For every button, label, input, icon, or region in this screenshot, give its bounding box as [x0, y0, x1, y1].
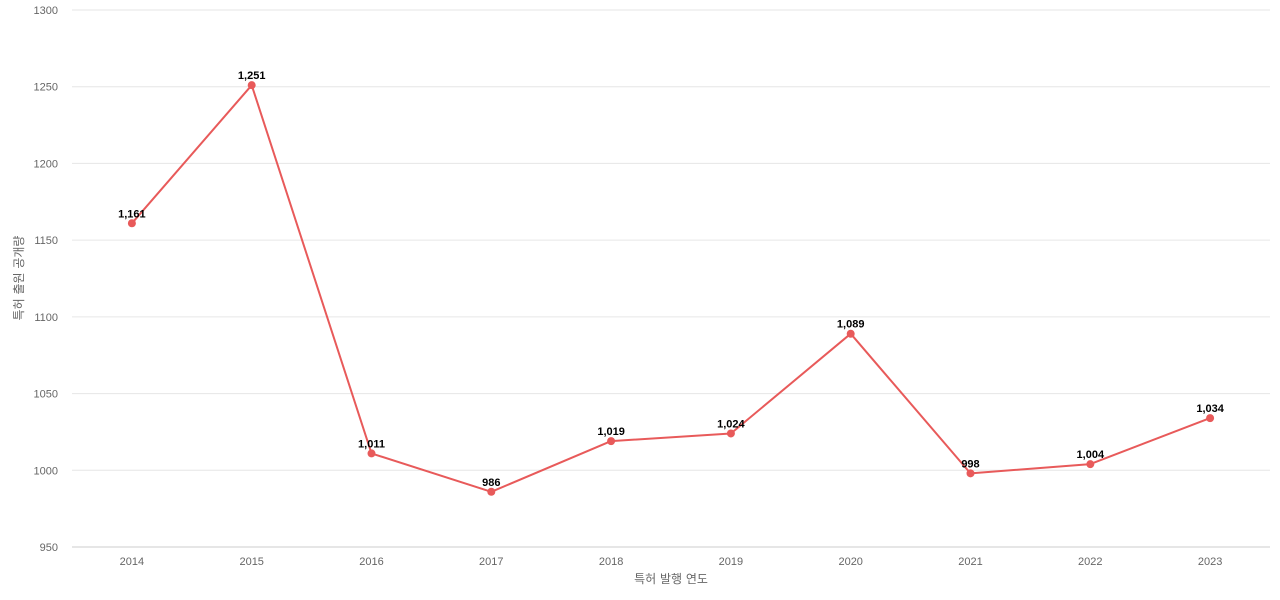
data-label: 1,251	[238, 70, 266, 82]
data-point[interactable]	[247, 81, 256, 90]
data-point[interactable]	[607, 437, 616, 446]
x-tick-label: 2017	[479, 556, 503, 568]
y-tick-label: 1050	[34, 389, 58, 401]
data-point[interactable]	[1086, 460, 1095, 469]
y-tick-label: 1300	[34, 5, 58, 17]
y-tick-label: 1250	[34, 82, 58, 94]
x-tick-label: 2019	[719, 556, 743, 568]
data-label: 1,024	[717, 418, 745, 430]
data-point[interactable]	[367, 449, 376, 458]
series-line	[131, 84, 1211, 493]
x-tick-label: 2018	[599, 556, 623, 568]
x-tick-label: 2016	[359, 556, 383, 568]
y-axis-ticks: 950 1000 1050 1100 1150 1200 1250 1300	[34, 5, 58, 554]
data-point[interactable]	[726, 429, 735, 438]
x-tick-label: 2021	[958, 556, 982, 568]
x-tick-label: 2023	[1198, 556, 1222, 568]
data-label: 1,034	[1196, 403, 1224, 415]
data-point[interactable]	[966, 469, 975, 478]
data-labels: 1,161 1,251 1,011 986 1,019 1,024 1,089 998 1,00…	[118, 70, 1225, 489]
data-label: 1,019	[597, 426, 625, 438]
data-point[interactable]	[846, 329, 855, 338]
x-tick-label: 2015	[239, 556, 263, 568]
x-axis-ticks: 2014 2015 2016 2017 2018 2019 2020 2021 2022 2023	[120, 556, 1223, 568]
x-tick-label: 2022	[1078, 556, 1102, 568]
data-point[interactable]	[127, 219, 136, 228]
x-axis-title: 특허 발행 연도	[634, 571, 708, 586]
data-label: 1,161	[118, 208, 146, 220]
x-tick-label: 2014	[120, 556, 144, 568]
y-tick-label: 1200	[34, 158, 58, 170]
data-point[interactable]	[1206, 414, 1215, 423]
data-label: 986	[482, 477, 500, 489]
data-label: 998	[961, 458, 979, 470]
y-tick-label: 950	[40, 542, 58, 554]
x-tick-label: 2020	[838, 556, 862, 568]
series-layer	[127, 81, 1215, 496]
y-axis-title: 특허 출원 공개량	[12, 236, 26, 321]
grid-lines	[72, 9, 1270, 548]
data-point[interactable]	[487, 487, 496, 496]
data-label: 1,011	[358, 438, 385, 450]
data-label: 1,089	[837, 319, 865, 331]
y-tick-label: 1150	[34, 235, 58, 247]
y-tick-label: 1000	[34, 465, 58, 477]
data-label: 1,004	[1077, 449, 1105, 461]
y-tick-label: 1100	[34, 312, 58, 324]
